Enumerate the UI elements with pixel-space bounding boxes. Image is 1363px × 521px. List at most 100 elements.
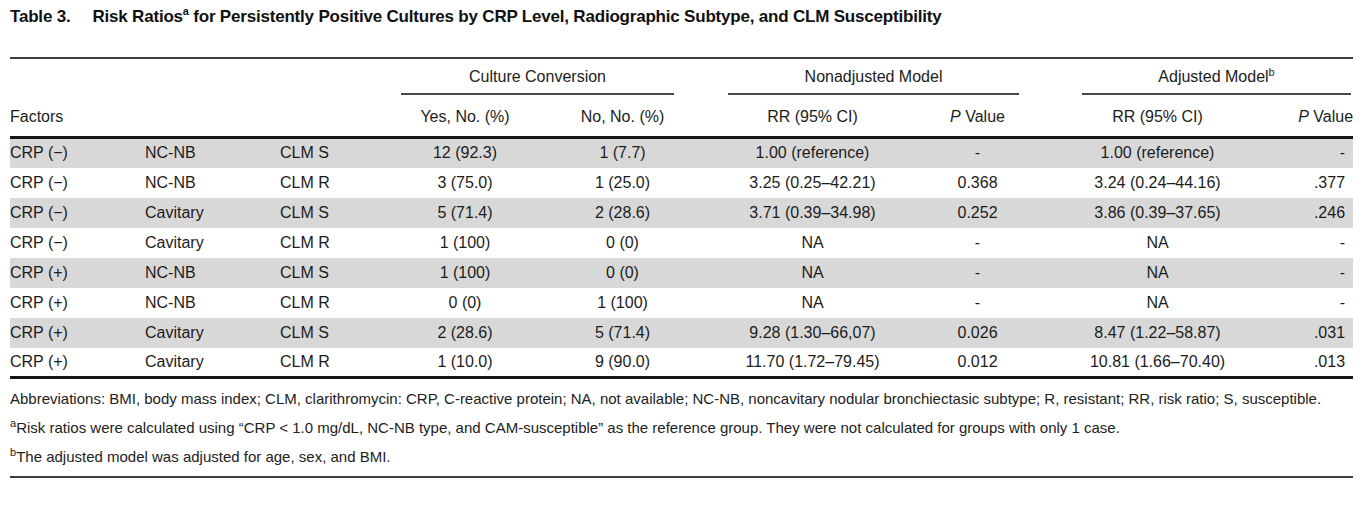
p-italic: P bbox=[950, 108, 961, 125]
cell-p-adjusted: - bbox=[1275, 138, 1353, 168]
cell-p-nonadjusted: 0.368 bbox=[915, 168, 1040, 198]
group-label-nonadjusted-model: Nonadjusted Model bbox=[728, 68, 1019, 95]
cell-culture-no: 9 (90.0) bbox=[535, 348, 710, 378]
cell-p-adjusted: - bbox=[1275, 288, 1353, 318]
cell-p-adjusted: .246 bbox=[1275, 198, 1353, 228]
cell-culture-yes: 1 (100) bbox=[395, 258, 535, 288]
cell-rr-adjusted: NA bbox=[1040, 288, 1275, 318]
table-row: CRP (−)CavitaryCLM S5 (71.4)2 (28.6)3.71… bbox=[10, 198, 1353, 228]
cell-culture-yes: 12 (92.3) bbox=[395, 138, 535, 168]
cell-p-adjusted: .013 bbox=[1275, 348, 1353, 378]
cell-clm-susceptibility: CLM S bbox=[280, 318, 395, 348]
cell-rr-adjusted: 10.81 (1.66–70.40) bbox=[1040, 348, 1275, 378]
cell-rr-nonadjusted: 3.25 (0.25–42.21) bbox=[710, 168, 915, 198]
cell-radiographic-subtype: Cavitary bbox=[145, 198, 280, 228]
cell-radiographic-subtype: NC-NB bbox=[145, 138, 280, 168]
table-row: CRP (−)CavitaryCLM R1 (100)0 (0)NA-NA- bbox=[10, 228, 1353, 258]
cell-crp-level: CRP (−) bbox=[10, 228, 145, 258]
cell-rr-nonadjusted: 1.00 (reference) bbox=[710, 138, 915, 168]
footnote-b: bThe adjusted model was adjusted for age… bbox=[10, 447, 1353, 467]
column-header-yes: Yes, No. (%) bbox=[395, 95, 535, 138]
title-text-after-sup: for Persistently Positive Cultures by CR… bbox=[189, 7, 942, 26]
cell-culture-no: 1 (100) bbox=[535, 288, 710, 318]
cell-rr-nonadjusted: 9.28 (1.30–66,07) bbox=[710, 318, 915, 348]
group-label-adjusted-model: Adjusted Modelb bbox=[1082, 68, 1351, 95]
cell-culture-yes: 0 (0) bbox=[395, 288, 535, 318]
cell-clm-susceptibility: CLM S bbox=[280, 198, 395, 228]
cell-p-nonadjusted: - bbox=[915, 228, 1040, 258]
cell-rr-adjusted: 1.00 (reference) bbox=[1040, 138, 1275, 168]
footnote-a-text: Risk ratios were calculated using “CRP <… bbox=[16, 419, 1120, 436]
cell-crp-level: CRP (+) bbox=[10, 348, 145, 378]
cell-p-nonadjusted: 0.026 bbox=[915, 318, 1040, 348]
cell-culture-yes: 1 (100) bbox=[395, 228, 535, 258]
cell-culture-yes: 2 (28.6) bbox=[395, 318, 535, 348]
column-header-p-nonadjusted: P Value bbox=[915, 95, 1040, 138]
group-header-nonadjusted-model: Nonadjusted Model bbox=[710, 59, 1040, 95]
cell-rr-adjusted: 3.24 (0.24–44.16) bbox=[1040, 168, 1275, 198]
footnote-b-text: The adjusted model was adjusted for age,… bbox=[16, 448, 390, 465]
cell-p-adjusted: .031 bbox=[1275, 318, 1353, 348]
cell-clm-susceptibility: CLM S bbox=[280, 138, 395, 168]
group-header-adjusted-model: Adjusted Modelb bbox=[1040, 59, 1353, 95]
column-header-rr-nonadjusted: RR (95% CI) bbox=[710, 95, 915, 138]
adjusted-model-text: Adjusted Model bbox=[1158, 68, 1268, 85]
cell-crp-level: CRP (−) bbox=[10, 138, 145, 168]
cell-radiographic-subtype: NC-NB bbox=[145, 258, 280, 288]
cell-culture-no: 0 (0) bbox=[535, 258, 710, 288]
p-rest: Value bbox=[961, 108, 1005, 125]
column-header-no: No, No. (%) bbox=[535, 95, 710, 138]
cell-clm-susceptibility: CLM R bbox=[280, 288, 395, 318]
table-row: CRP (+)NC-NBCLM R0 (0)1 (100)NA-NA- bbox=[10, 288, 1353, 318]
p-italic: P bbox=[1298, 108, 1309, 125]
cell-clm-susceptibility: CLM S bbox=[280, 258, 395, 288]
cell-rr-nonadjusted: NA bbox=[710, 288, 915, 318]
cell-rr-adjusted: 8.47 (1.22–58.87) bbox=[1040, 318, 1275, 348]
cell-p-adjusted: .377 bbox=[1275, 168, 1353, 198]
group-header-empty bbox=[10, 59, 395, 95]
footnotes: Abbreviations: BMI, body mass index; CLM… bbox=[10, 389, 1353, 467]
cell-crp-level: CRP (+) bbox=[10, 258, 145, 288]
cell-crp-level: CRP (−) bbox=[10, 168, 145, 198]
cell-culture-no: 2 (28.6) bbox=[535, 198, 710, 228]
cell-p-adjusted: - bbox=[1275, 258, 1353, 288]
group-header-row: Culture Conversion Nonadjusted Model Adj… bbox=[10, 59, 1353, 95]
risk-ratio-table: Culture Conversion Nonadjusted Model Adj… bbox=[10, 59, 1353, 379]
cell-p-nonadjusted: - bbox=[915, 288, 1040, 318]
cell-rr-adjusted: 3.86 (0.39–37.65) bbox=[1040, 198, 1275, 228]
cell-culture-yes: 1 (10.0) bbox=[395, 348, 535, 378]
cell-clm-susceptibility: CLM R bbox=[280, 348, 395, 378]
cell-crp-level: CRP (−) bbox=[10, 198, 145, 228]
bottom-rule bbox=[10, 476, 1353, 478]
cell-p-adjusted: - bbox=[1275, 228, 1353, 258]
table-body: CRP (−)NC-NBCLM S12 (92.3)1 (7.7)1.00 (r… bbox=[10, 138, 1353, 378]
cell-rr-adjusted: NA bbox=[1040, 228, 1275, 258]
cell-radiographic-subtype: Cavitary bbox=[145, 348, 280, 378]
adjusted-model-footnote-marker-b: b bbox=[1269, 66, 1275, 78]
cell-p-nonadjusted: - bbox=[915, 138, 1040, 168]
cell-culture-no: 0 (0) bbox=[535, 228, 710, 258]
cell-rr-adjusted: NA bbox=[1040, 258, 1275, 288]
cell-culture-no: 1 (7.7) bbox=[535, 138, 710, 168]
column-header-p-adjusted: P Value bbox=[1275, 95, 1353, 138]
cell-p-nonadjusted: - bbox=[915, 258, 1040, 288]
cell-p-nonadjusted: 0.012 bbox=[915, 348, 1040, 378]
column-header-rr-adjusted: RR (95% CI) bbox=[1040, 95, 1275, 138]
footnote-abbreviations: Abbreviations: BMI, body mass index; CLM… bbox=[10, 389, 1353, 409]
table-number: Table 3. bbox=[10, 7, 70, 26]
group-header-culture-conversion: Culture Conversion bbox=[395, 59, 710, 95]
cell-crp-level: CRP (+) bbox=[10, 288, 145, 318]
cell-rr-nonadjusted: NA bbox=[710, 228, 915, 258]
cell-radiographic-subtype: Cavitary bbox=[145, 318, 280, 348]
column-header-factors: Factors bbox=[10, 95, 395, 138]
cell-clm-susceptibility: CLM R bbox=[280, 228, 395, 258]
cell-culture-yes: 5 (71.4) bbox=[395, 198, 535, 228]
cell-rr-nonadjusted: 3.71 (0.39–34.98) bbox=[710, 198, 915, 228]
cell-radiographic-subtype: Cavitary bbox=[145, 228, 280, 258]
p-rest: Value bbox=[1309, 108, 1353, 125]
group-label-culture-conversion: Culture Conversion bbox=[401, 68, 674, 95]
table-row: CRP (−)NC-NBCLM R3 (75.0)1 (25.0)3.25 (0… bbox=[10, 168, 1353, 198]
cell-radiographic-subtype: NC-NB bbox=[145, 288, 280, 318]
column-header-row: Factors Yes, No. (%) No, No. (%) RR (95%… bbox=[10, 95, 1353, 138]
cell-crp-level: CRP (+) bbox=[10, 318, 145, 348]
